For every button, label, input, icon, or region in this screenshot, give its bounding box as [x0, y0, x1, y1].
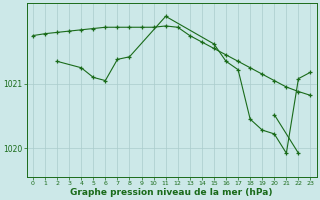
X-axis label: Graphe pression niveau de la mer (hPa): Graphe pression niveau de la mer (hPa)	[70, 188, 273, 197]
